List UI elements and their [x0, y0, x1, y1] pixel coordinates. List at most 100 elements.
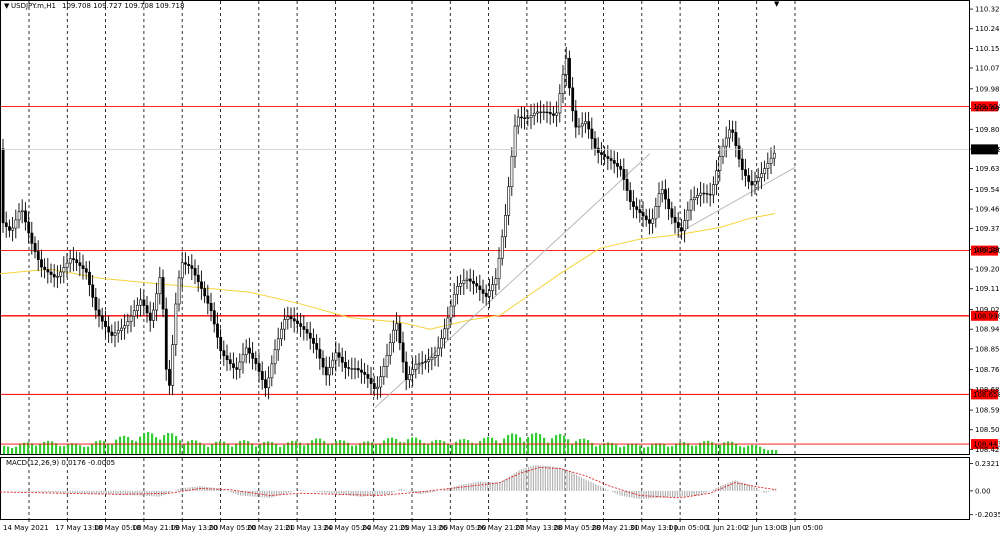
shift-marker-icon[interactable]: ▼ — [774, 0, 780, 8]
volume-bar — [79, 445, 82, 454]
price-axis-label: 109.115 — [975, 285, 1000, 293]
candle-body — [78, 262, 82, 266]
price-axis-label: 109.980 — [975, 85, 1000, 93]
candle-body — [91, 284, 95, 298]
level-badge — [971, 439, 998, 450]
volume-bar — [543, 437, 546, 454]
volume-bar — [455, 441, 458, 454]
candle-body — [129, 315, 133, 322]
candle-body — [481, 289, 485, 294]
candle-body — [750, 181, 754, 186]
volume-bar — [275, 444, 278, 454]
candle-body — [203, 288, 207, 297]
candle-body — [379, 376, 383, 388]
candle-body — [161, 277, 165, 310]
candlesticks — [1, 46, 776, 400]
candle-body — [206, 295, 210, 304]
grid-lines — [28, 1, 973, 519]
candle-body — [1, 148, 5, 224]
volume-bar — [299, 442, 302, 454]
volume-bar — [251, 443, 254, 454]
volume-bar — [759, 446, 762, 454]
candle-body — [667, 198, 671, 210]
candle-body — [635, 206, 639, 210]
volume-bar — [235, 443, 238, 454]
volume-bar — [167, 432, 170, 454]
volume-bar — [771, 449, 774, 454]
volume-bar — [211, 444, 214, 454]
candle-body — [299, 323, 303, 327]
volume-bar — [499, 443, 502, 454]
candle-body — [686, 209, 690, 221]
price-axis-label: 109.460 — [975, 206, 1000, 214]
volume-bar — [395, 438, 398, 454]
candle-body — [264, 379, 267, 389]
candle-body — [347, 367, 351, 369]
volume-bar — [127, 436, 130, 454]
candle-body — [164, 308, 168, 370]
candle-body — [737, 145, 741, 160]
volume-bar — [111, 443, 114, 454]
volume-bar — [687, 443, 690, 454]
candle-body — [289, 316, 293, 320]
candle-body — [251, 352, 255, 359]
chart-menu-icon[interactable]: ▼ — [4, 2, 10, 10]
candle-body — [184, 262, 187, 265]
candle-body — [584, 121, 587, 125]
candle-body — [420, 362, 424, 364]
candle-body — [401, 342, 405, 363]
volume-bar — [571, 443, 574, 454]
volume-bar — [459, 439, 462, 454]
volume-bar — [715, 444, 718, 454]
volume-bar — [591, 442, 594, 454]
volume-bar — [471, 442, 474, 454]
candle-body — [228, 359, 232, 364]
candle-body — [462, 280, 466, 284]
candle-body — [168, 368, 171, 386]
volume-bar — [667, 446, 670, 454]
trendlines[interactable] — [374, 153, 796, 409]
horizontal-levels[interactable]: 109.904 109.280 108.998 108.658 108.443 — [1, 101, 1000, 450]
time-axis-label: 26 May 05:00 — [438, 524, 486, 532]
candle-body — [340, 356, 344, 363]
volume-bar — [719, 444, 722, 454]
volume-bar — [563, 435, 566, 454]
candle-body — [404, 361, 408, 381]
candle-body — [766, 163, 770, 169]
candle-body — [526, 117, 530, 119]
volume-bar — [143, 433, 146, 454]
candle-body — [507, 186, 511, 216]
candle-body — [628, 190, 632, 202]
volume-bar — [107, 443, 110, 454]
candle-body — [696, 195, 699, 198]
volume-bar — [315, 438, 318, 454]
time-axis-label: 20 May 21:00 — [247, 524, 295, 532]
candle-body — [241, 354, 245, 363]
candle-body — [542, 111, 546, 114]
price-axis-label: 109.635 — [975, 165, 1000, 173]
candle-body — [200, 281, 203, 289]
volume-bar — [267, 441, 270, 454]
volume-bar — [447, 443, 450, 454]
volume-bar — [87, 446, 90, 454]
volume-bar — [595, 446, 598, 454]
time-axis-label: 24 May 05:00 — [323, 524, 371, 532]
level-label: 108.658 — [973, 391, 1000, 399]
candle-body — [382, 366, 386, 378]
volume-bar — [491, 437, 494, 454]
price-axis-label: 108.590 — [975, 407, 1000, 415]
volume-bar — [271, 442, 274, 454]
volume-bar — [343, 440, 346, 454]
candle-body — [81, 265, 85, 269]
candle-body — [145, 305, 149, 314]
candle-body — [740, 158, 744, 170]
volume-bar — [723, 442, 726, 454]
candle-body — [136, 304, 139, 311]
volume-bar — [375, 444, 378, 454]
candle-body — [619, 166, 623, 170]
trendline — [374, 153, 651, 409]
volume-bar — [419, 439, 422, 454]
volume-bar — [691, 445, 694, 454]
candle-body — [724, 137, 728, 147]
